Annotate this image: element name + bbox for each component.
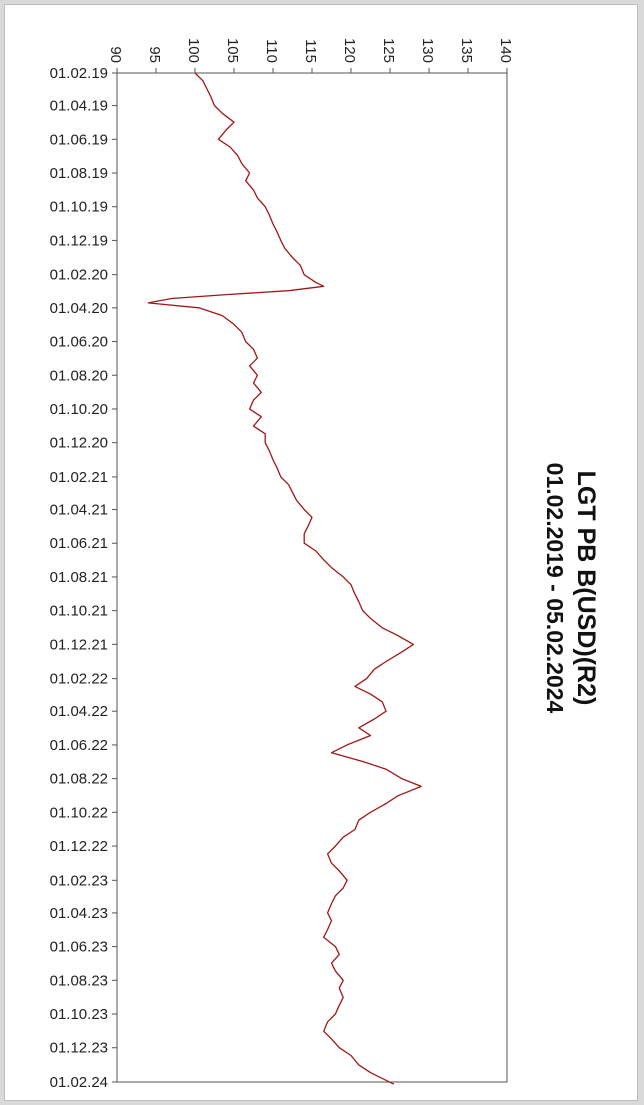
date-tick-label: 01.10.21 [50,603,108,620]
value-tick-label: 110 [263,39,280,63]
plot-area [116,72,508,1083]
chart-title-group: LGT PB B(USD)(R2) 01.02.2019 - 05.02.202… [542,463,600,714]
date-tick-label: 01.12.21 [50,636,108,653]
date-tick-label: 01.04.23 [50,905,108,922]
value-tick-label: 115 [302,39,319,63]
date-tick-label: 01.02.22 [50,671,108,688]
date-tick-label: 01.02.23 [50,872,108,889]
date-tick-label: 01.06.19 [50,131,108,148]
date-tick-label: 01.06.20 [50,334,108,351]
date-tick-label: 01.04.21 [50,502,108,519]
date-tick-label: 01.06.22 [50,737,108,754]
date-tick-label: 01.08.21 [50,569,108,586]
date-tick-label: 01.08.22 [50,771,108,788]
date-tick-label: 01.10.23 [50,1006,108,1023]
date-tick-label: 01.02.19 [50,65,108,82]
value-tick-label: 105 [224,38,241,63]
date-tick-label: 01.04.20 [50,300,108,317]
date-tick-label: 01.04.19 [50,98,108,115]
chart-title: LGT PB B(USD)(R2) [572,471,600,706]
date-tick-label: 01.12.19 [50,232,108,249]
date-tick-label: 01.08.19 [50,165,108,182]
chart-subtitle: 01.02.2019 - 05.02.2024 [542,463,568,714]
date-tick-label: 01.06.21 [50,535,108,552]
date-tick-label: 01.10.19 [50,199,108,216]
series-layer [147,72,422,1085]
date-tick-label: 01.12.22 [50,838,108,855]
date-tick-label: 01.08.20 [50,367,108,384]
plot-frame [116,72,508,1083]
date-tick-label: 01.10.22 [50,804,108,821]
date-tick-label: 01.04.22 [50,703,108,720]
value-tick-label: 90 [107,46,124,63]
value-tick-label: 95 [146,46,163,63]
value-tick-label: 120 [341,38,358,63]
date-tick-label: 01.06.23 [50,939,108,956]
date-tick-label: 01.02.21 [50,469,108,486]
date-tick-label: 01.12.20 [50,435,108,452]
value-tick-label: 140 [497,38,514,63]
value-tick-label: 130 [419,38,436,63]
date-tick-label: 01.08.23 [50,972,108,989]
series-line [147,72,422,1085]
value-tick-label: 135 [458,38,475,63]
value-tick-label: 125 [380,38,397,63]
date-axis: 01.02.19 01.04.19 01.06.19 01.08.19 01.10.19… [50,65,117,1091]
value-axis: 90 95 100 105 110 115 120 125 130 135 140 [107,38,514,73]
date-tick-label: 01.10.20 [50,401,108,418]
date-tick-label: 01.02.20 [50,267,108,284]
date-tick-label: 01.12.23 [50,1040,108,1057]
value-tick-label: 100 [185,38,202,63]
date-tick-label: 01.02.24 [50,1074,108,1091]
